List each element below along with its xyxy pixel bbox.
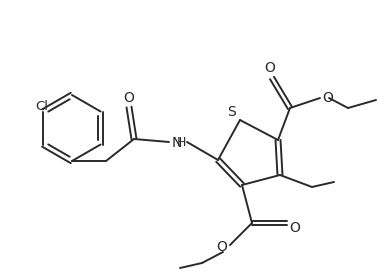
Text: Cl: Cl [35,101,48,114]
Text: O: O [124,91,135,105]
Text: O: O [264,61,276,75]
Text: H: H [177,137,186,150]
Text: N: N [172,136,182,150]
Text: O: O [217,240,228,254]
Text: S: S [228,105,236,119]
Text: O: O [323,91,333,105]
Text: O: O [290,221,301,235]
